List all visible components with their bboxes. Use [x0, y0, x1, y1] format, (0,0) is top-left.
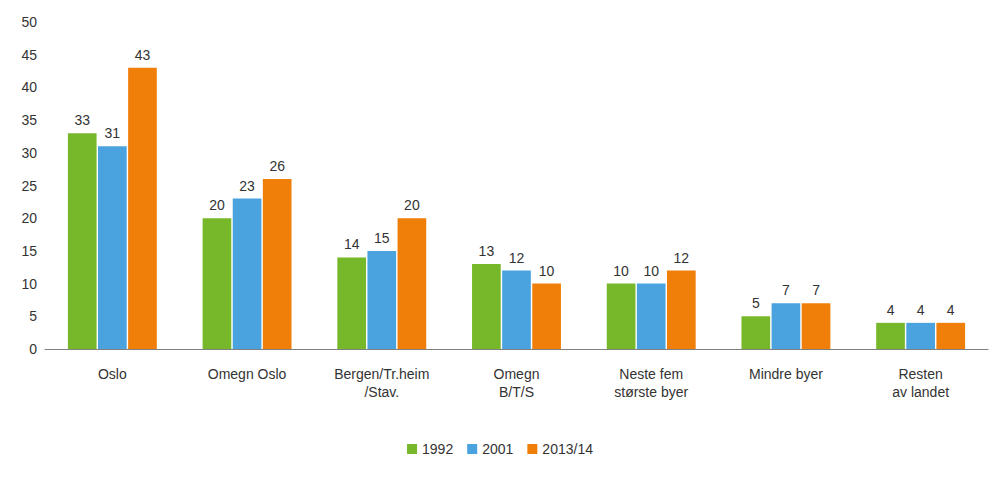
svg-text:4: 4 — [887, 302, 895, 318]
svg-text:20: 20 — [404, 197, 420, 213]
svg-text:7: 7 — [812, 282, 820, 298]
svg-text:31: 31 — [105, 125, 121, 141]
svg-text:B/T/S: B/T/S — [499, 384, 534, 400]
svg-text:Omegn: Omegn — [494, 366, 540, 382]
svg-text:10: 10 — [613, 263, 629, 279]
svg-text:0: 0 — [29, 341, 37, 357]
svg-text:33: 33 — [74, 112, 90, 128]
svg-text:Bergen/Tr.heim: Bergen/Tr.heim — [334, 366, 429, 382]
svg-text:12: 12 — [674, 250, 690, 266]
svg-text:/Stav.: /Stav. — [364, 384, 399, 400]
svg-text:1992: 1992 — [422, 441, 453, 457]
svg-text:26: 26 — [269, 158, 285, 174]
svg-text:40: 40 — [21, 79, 37, 95]
svg-text:Mindre byer: Mindre byer — [749, 366, 823, 382]
svg-text:10: 10 — [539, 263, 555, 279]
svg-text:10: 10 — [21, 276, 37, 292]
svg-text:2013/14: 2013/14 — [542, 441, 593, 457]
svg-text:7: 7 — [782, 282, 790, 298]
svg-text:største byer: største byer — [614, 384, 688, 400]
svg-text:23: 23 — [239, 178, 255, 194]
svg-text:14: 14 — [344, 236, 360, 252]
svg-text:5: 5 — [752, 295, 760, 311]
svg-text:20: 20 — [209, 197, 225, 213]
svg-text:43: 43 — [135, 47, 151, 63]
svg-text:10: 10 — [643, 263, 659, 279]
svg-text:4: 4 — [947, 302, 955, 318]
svg-text:50: 50 — [21, 14, 37, 30]
svg-text:5: 5 — [29, 308, 37, 324]
svg-text:35: 35 — [21, 112, 37, 128]
svg-text:Omegn Oslo: Omegn Oslo — [208, 366, 287, 382]
svg-text:15: 15 — [21, 243, 37, 259]
svg-text:av landet: av landet — [892, 384, 949, 400]
svg-text:15: 15 — [374, 230, 390, 246]
svg-text:20: 20 — [21, 210, 37, 226]
svg-text:45: 45 — [21, 47, 37, 63]
svg-text:25: 25 — [21, 178, 37, 194]
svg-text:Oslo: Oslo — [98, 366, 127, 382]
svg-text:Neste fem: Neste fem — [619, 366, 683, 382]
svg-text:30: 30 — [21, 145, 37, 161]
svg-text:2001: 2001 — [482, 441, 513, 457]
svg-text:12: 12 — [509, 250, 525, 266]
svg-text:Resten: Resten — [898, 366, 942, 382]
svg-text:4: 4 — [917, 302, 925, 318]
svg-text:13: 13 — [479, 243, 495, 259]
